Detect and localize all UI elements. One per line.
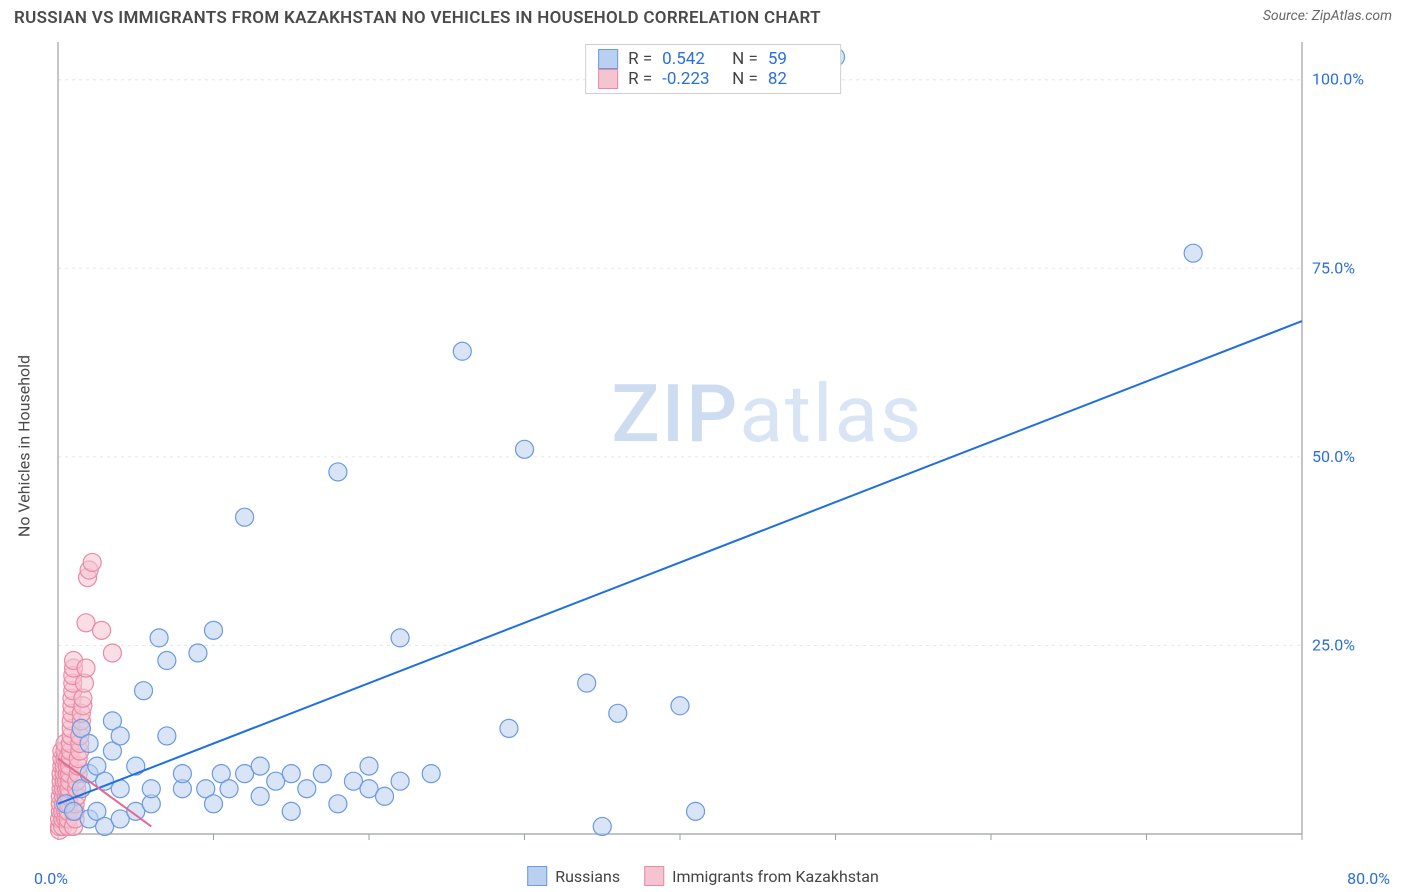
source-label: Source: ZipAtlas.com — [1263, 8, 1392, 24]
data-point — [236, 508, 254, 526]
data-point — [593, 817, 611, 835]
data-point — [422, 765, 440, 783]
y-tick-label: 25.0% — [1312, 635, 1355, 654]
data-point — [329, 463, 347, 481]
data-point — [360, 757, 378, 775]
data-point — [158, 727, 176, 745]
stat-r-label: R = — [628, 49, 652, 69]
legend-item-label: Immigrants from Kazakhstan — [672, 867, 879, 886]
legend-item: Immigrants from Kazakhstan — [644, 866, 879, 886]
stat-r-value: 0.542 — [662, 49, 722, 69]
data-point — [80, 734, 98, 752]
legend-stats: R = 0.542 N = 59 R = -0.223 N = 82 — [585, 44, 841, 94]
legend-swatch-icon — [598, 49, 618, 69]
data-point — [111, 727, 129, 745]
data-point — [1184, 244, 1202, 262]
x-axis-min-label: 0.0% — [34, 869, 68, 888]
data-point — [671, 697, 689, 715]
x-axis-max-label: 80.0% — [1347, 869, 1390, 888]
data-point — [251, 787, 269, 805]
data-point — [142, 780, 160, 798]
legend-item-label: Russians — [555, 867, 620, 886]
y-axis-label: No Vehicles in Household — [15, 355, 34, 537]
data-point — [127, 757, 145, 775]
data-point — [609, 704, 627, 722]
data-point — [282, 802, 300, 820]
data-point — [453, 342, 471, 360]
data-point — [150, 629, 168, 647]
data-point — [500, 719, 518, 737]
stat-r-value: -0.223 — [662, 69, 722, 89]
data-point — [220, 780, 238, 798]
y-tick-label: 50.0% — [1312, 447, 1355, 466]
plot-area: No Vehicles in Household ZIPatlas 25.0%5… — [34, 40, 1392, 852]
legend-item: Russians — [527, 866, 620, 886]
data-point — [93, 621, 111, 639]
data-point — [298, 780, 316, 798]
data-point — [329, 795, 347, 813]
trendline — [58, 321, 1302, 804]
data-point — [173, 765, 191, 783]
data-point — [251, 757, 269, 775]
data-point — [516, 440, 534, 458]
stat-n-value: 82 — [768, 69, 828, 89]
chart-title: RUSSIAN VS IMMIGRANTS FROM KAZAKHSTAN NO… — [14, 8, 821, 28]
data-point — [391, 629, 409, 647]
scatter-chart: 25.0% 50.0% 75.0% 100.0% — [34, 40, 1392, 852]
data-point — [578, 674, 596, 692]
data-point — [189, 644, 207, 662]
legend-swatch-icon — [644, 866, 664, 886]
stat-r-label: R = — [628, 69, 652, 89]
stat-n-label: N = — [732, 49, 758, 69]
data-point — [282, 765, 300, 783]
y-tick-label: 100.0% — [1312, 70, 1364, 89]
data-point — [158, 652, 176, 670]
data-point — [376, 787, 394, 805]
data-point — [313, 765, 331, 783]
data-point — [103, 644, 121, 662]
data-point — [687, 802, 705, 820]
legend-stats-row: R = 0.542 N = 59 — [598, 49, 828, 69]
stat-n-label: N = — [732, 69, 758, 89]
stat-n-value: 59 — [768, 49, 828, 69]
data-point — [391, 772, 409, 790]
legend-swatch-icon — [527, 866, 547, 886]
data-point — [83, 553, 101, 571]
legend-stats-row: R = -0.223 N = 82 — [598, 69, 828, 89]
data-point — [205, 621, 223, 639]
data-point — [205, 795, 223, 813]
y-tick-label: 75.0% — [1312, 258, 1355, 277]
legend-series: Russians Immigrants from Kazakhstan — [527, 866, 879, 886]
data-point — [77, 659, 95, 677]
legend-swatch-icon — [598, 69, 618, 89]
data-point — [135, 682, 153, 700]
